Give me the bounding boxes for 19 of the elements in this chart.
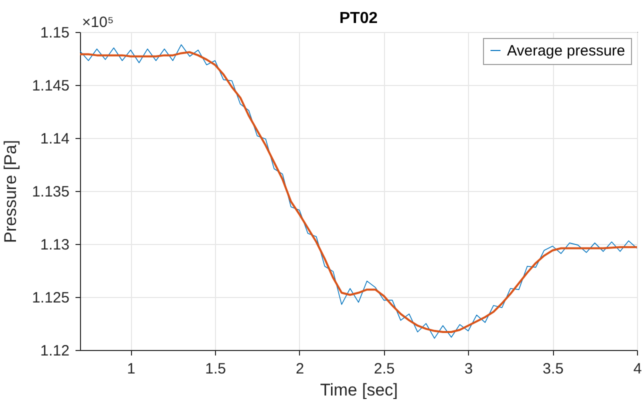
y-tick-label: 1.15 <box>40 24 70 42</box>
x-tick-label: 3 <box>464 360 473 378</box>
y-tick-label: 1.12 <box>40 342 70 360</box>
y-tick-label: 1.13 <box>40 236 70 254</box>
x-tick-label: 1.5 <box>205 360 226 378</box>
y-tick-label: 1.14 <box>40 130 70 148</box>
x-tick-label: 1 <box>126 360 136 378</box>
x-tick-label: 2 <box>296 360 304 378</box>
y-axis-title: Pressure [Pa] <box>0 140 20 243</box>
y-tick-label: 1.125 <box>32 290 70 306</box>
legend-label: Average pressure <box>507 42 626 60</box>
x-tick-label: 3.5 <box>542 360 564 378</box>
chart-title: PT02 <box>339 10 378 27</box>
y-tick-label: 1.135 <box>32 184 70 200</box>
x-tick-label: 4 <box>633 360 642 378</box>
text: ×10⁵ <box>82 14 114 31</box>
x-axis-title: Time [sec] <box>320 380 398 400</box>
x-tick-label: 2.5 <box>374 360 395 378</box>
y-tick-label: 1.145 <box>32 78 70 94</box>
